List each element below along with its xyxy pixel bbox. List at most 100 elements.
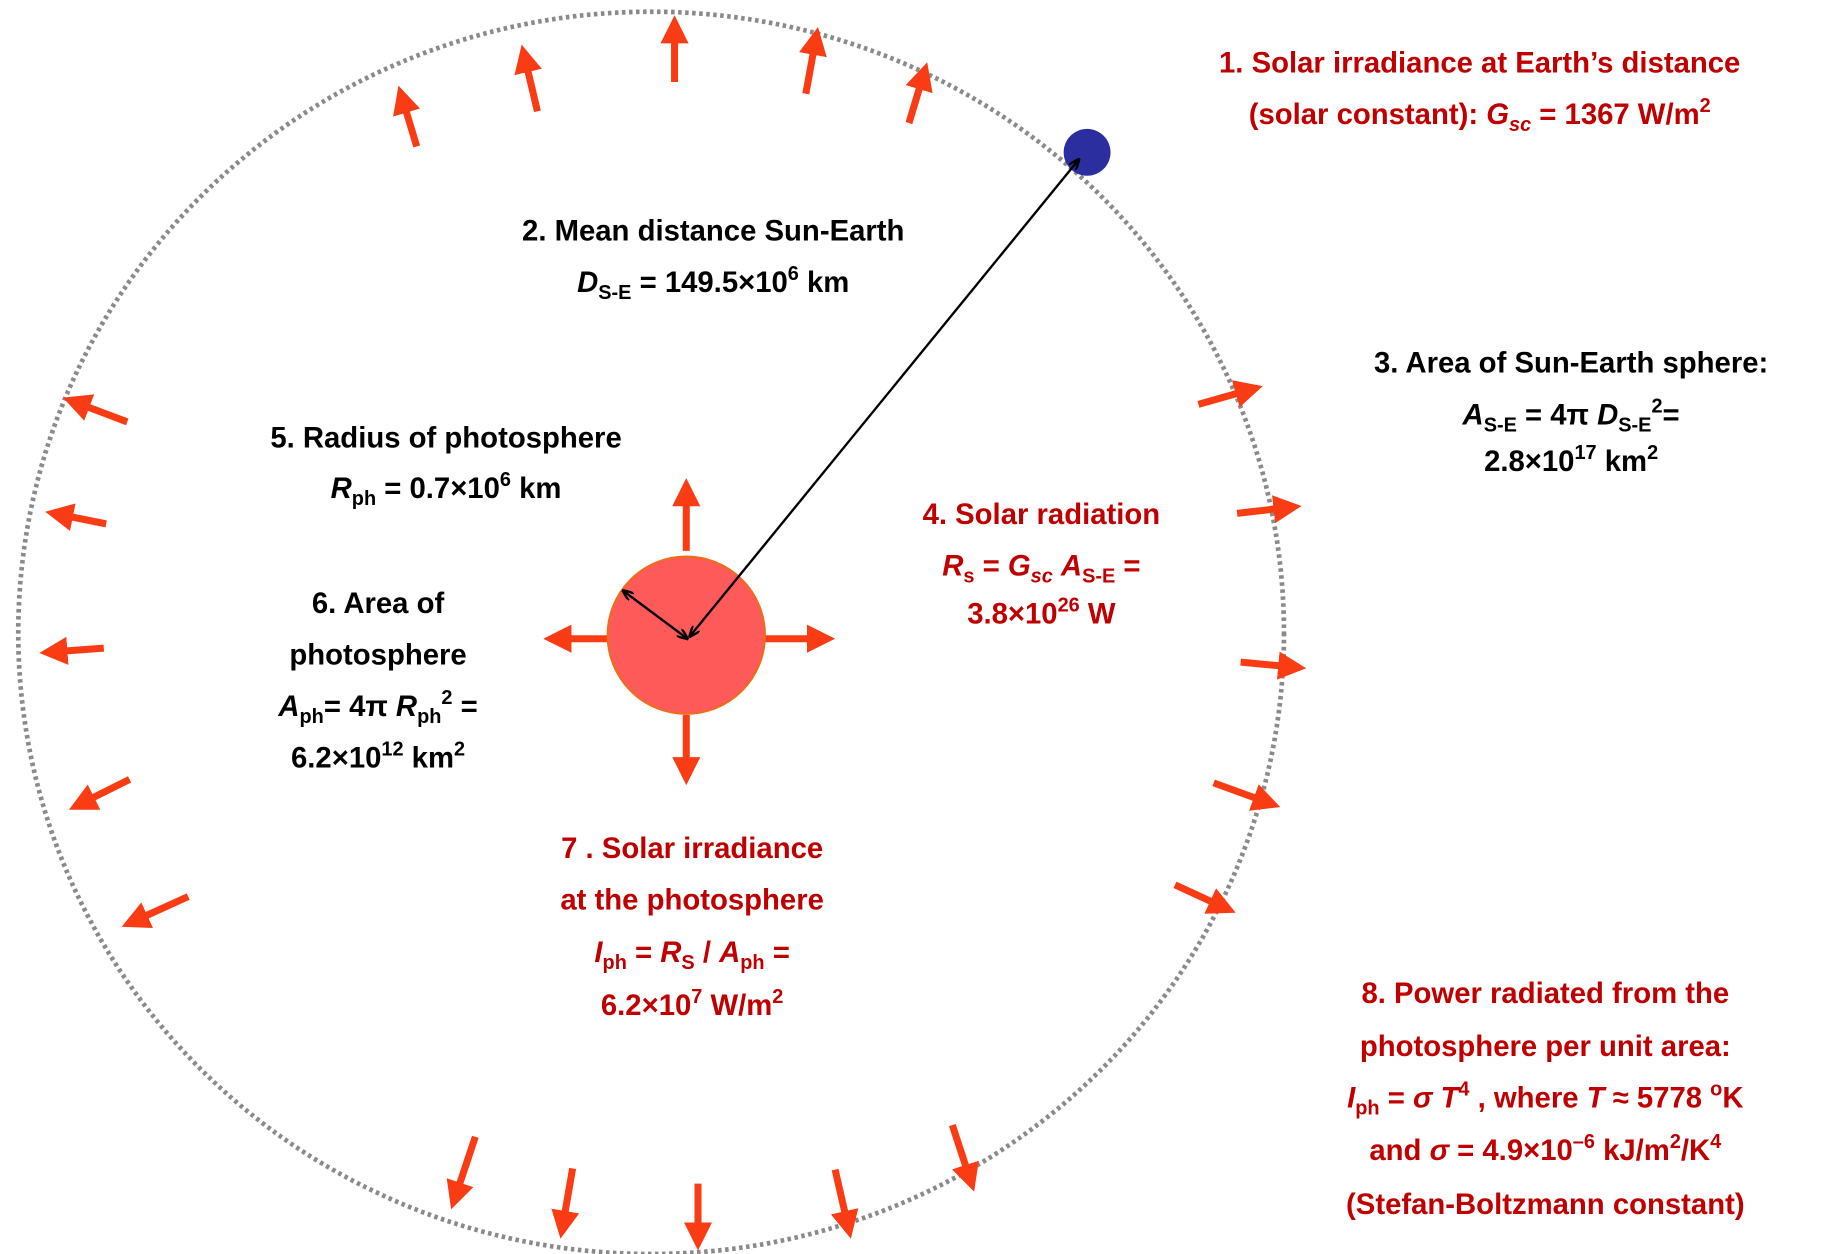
- note-4: 4. Solar radiation: [923, 498, 1161, 531]
- text-run: 2.8×10: [1484, 445, 1574, 478]
- text-run: T: [1587, 1082, 1607, 1115]
- text-run: A: [718, 936, 740, 969]
- ray-arrow: [121, 893, 190, 928]
- note-3: 3. Area of Sun-Earth sphere:: [1374, 347, 1768, 380]
- note-6: photosphere: [289, 639, 466, 672]
- note-3: 2.8×1017 km2: [1484, 442, 1658, 478]
- note-8: Iph = σ T4 , where T ≈ 5778 oK: [1347, 1079, 1743, 1120]
- text-run: I: [1347, 1082, 1356, 1115]
- text-run: 8. Power radiated from the: [1361, 977, 1729, 1010]
- orbit: [16, 9, 1287, 1254]
- text-run: 1. Solar irradiance at Earth’s distance: [1219, 47, 1740, 80]
- note-8: (Stefan-Boltzmann constant): [1346, 1188, 1745, 1221]
- text-run: S-E: [1618, 414, 1651, 436]
- text-run: σ: [1430, 1134, 1451, 1167]
- ray-arrow: [393, 85, 421, 148]
- text-run: 3. Area of Sun-Earth sphere:: [1374, 347, 1768, 380]
- text-run: 5. Radius of photosphere: [270, 422, 621, 455]
- text-run: 26: [1058, 595, 1080, 617]
- text-run: = 4.9×10: [1449, 1134, 1573, 1167]
- note-4: 3.8×1026 W: [967, 595, 1116, 631]
- text-run: 3.8×10: [967, 597, 1057, 630]
- text-run: = 0.7×10: [376, 472, 500, 505]
- note-5: Rph = 0.7×106 km: [331, 469, 562, 510]
- text-run: = 1367 W/m: [1531, 98, 1699, 131]
- text-run: S-E: [1484, 414, 1517, 436]
- text-run: 6: [788, 263, 799, 285]
- text-run: 2: [454, 739, 465, 761]
- text-run: 12: [381, 739, 403, 761]
- text-run: 4. Solar radiation: [923, 498, 1161, 531]
- text-run: 6.2×10: [291, 742, 381, 775]
- text-run: photosphere: [289, 639, 466, 672]
- text-run: 7 . Solar irradiance: [561, 832, 823, 865]
- note-5: 5. Radius of photosphere: [270, 422, 621, 455]
- ray-arrow: [1240, 651, 1307, 680]
- text-run: A: [277, 690, 299, 723]
- ray-arrow: [1236, 495, 1302, 524]
- note-7: 6.2×107 W/m2: [601, 986, 783, 1022]
- text-run: 2: [1651, 396, 1662, 418]
- ray-arrow: [446, 1135, 479, 1210]
- text-run: 7: [691, 986, 702, 1008]
- text-run: S-E: [598, 282, 631, 304]
- text-run: /K: [1681, 1134, 1710, 1167]
- ray-arrow: [1197, 380, 1263, 408]
- text-run: –6: [1573, 1132, 1595, 1154]
- text-run: σ T: [1413, 1082, 1461, 1115]
- ray-arrow: [62, 394, 129, 426]
- text-run: 2: [1670, 1132, 1681, 1154]
- note-1: (solar constant): Gsc = 1367 W/m2: [1249, 96, 1711, 137]
- text-run: (solar constant):: [1249, 98, 1487, 131]
- text-run: , where: [1470, 1082, 1587, 1115]
- text-run: =: [627, 936, 660, 969]
- note-7: 7 . Solar irradiance: [561, 832, 823, 865]
- ray-arrow: [799, 26, 827, 95]
- note-1: 1. Solar irradiance at Earth’s distance: [1219, 47, 1740, 80]
- text-run: ph: [740, 952, 764, 974]
- text-run: km: [404, 742, 454, 775]
- note-2: 2. Mean distance Sun-Earth: [522, 214, 904, 247]
- text-run: 6: [500, 469, 511, 491]
- text-run: s: [963, 565, 974, 587]
- rays: [39, 15, 1307, 1251]
- text-run: 2. Mean distance Sun-Earth: [522, 214, 904, 247]
- text-run: km: [799, 266, 849, 299]
- text-run: A: [1060, 549, 1082, 582]
- text-run: W/m: [702, 989, 772, 1022]
- note-6: 6.2×1012 km2: [291, 739, 465, 775]
- text-run: ≈ 5778: [1605, 1082, 1711, 1115]
- ray-arrow: [830, 1168, 859, 1239]
- text-run: =: [1663, 398, 1680, 431]
- text-run: 4: [1710, 1132, 1721, 1154]
- text-run: R: [660, 936, 681, 969]
- text-run: km: [1597, 445, 1647, 478]
- text-run: =: [1380, 1082, 1413, 1115]
- text-run: R: [942, 549, 963, 582]
- ray-arrow: [39, 636, 105, 665]
- text-run: 17: [1574, 442, 1596, 464]
- text-run: R: [331, 472, 352, 505]
- text-run: ph: [603, 952, 627, 974]
- text-run: K: [1722, 1082, 1743, 1115]
- text-run: = 4π: [1517, 398, 1597, 431]
- text-run: 2: [1647, 442, 1658, 464]
- text-run: R: [396, 690, 417, 723]
- distance-arrow: [690, 159, 1079, 636]
- text-run: ph: [352, 488, 376, 510]
- text-run: sc: [1031, 565, 1053, 587]
- ray-arrow: [551, 1167, 580, 1239]
- text-run: 6. Area of: [312, 587, 445, 620]
- text-run: ph: [300, 706, 324, 728]
- text-run: 2: [1700, 96, 1711, 118]
- sun: [606, 555, 766, 715]
- note-2: DS-E = 149.5×106 km: [577, 263, 849, 304]
- ray-arrow: [45, 503, 107, 531]
- text-run: (Stefan-Boltzmann constant): [1346, 1188, 1745, 1221]
- text-run: [1053, 549, 1061, 582]
- note-7: Iph = RS / Aph =: [594, 936, 789, 974]
- note-7: at the photosphere: [560, 883, 824, 916]
- text-run: sc: [1509, 114, 1531, 136]
- text-run: I: [594, 936, 603, 969]
- text-run: S: [681, 952, 694, 974]
